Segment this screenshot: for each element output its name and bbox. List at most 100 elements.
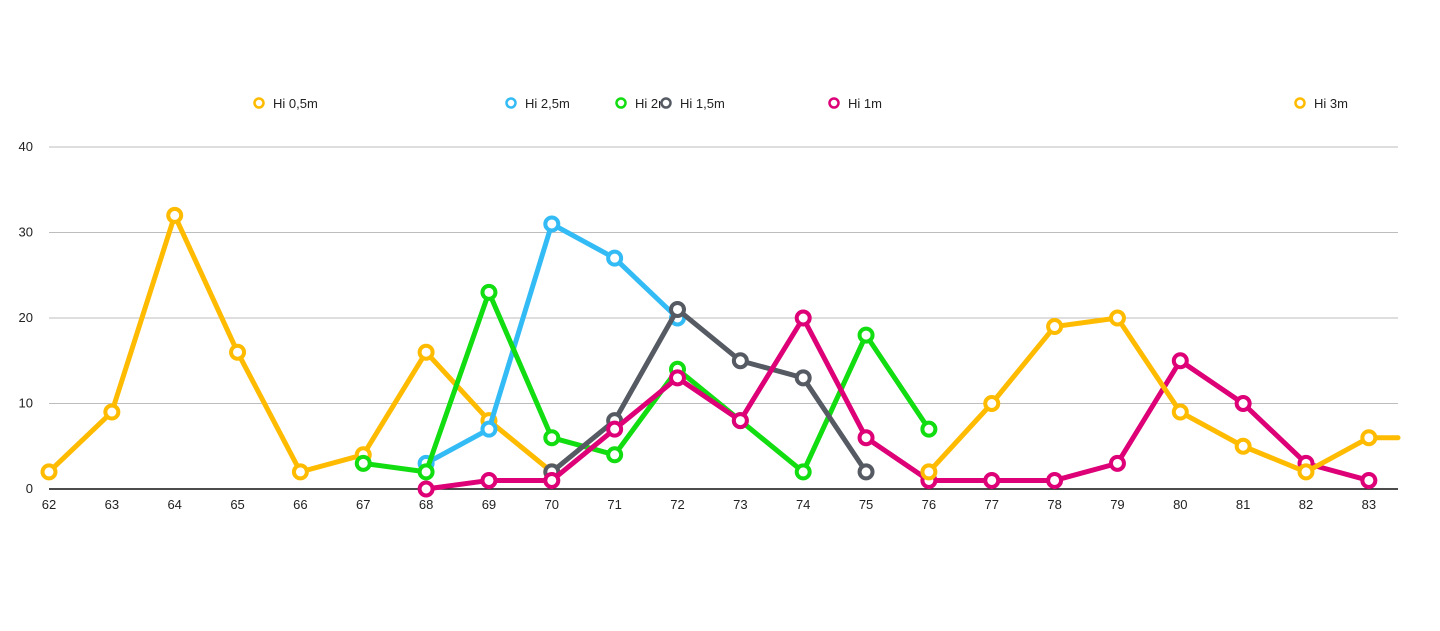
y-tick-label: 30 [19, 225, 33, 240]
data-point [606, 249, 624, 267]
data-point [669, 369, 686, 387]
x-tick-label: 79 [1110, 497, 1124, 512]
x-tick-label: 80 [1173, 497, 1187, 512]
data-point [543, 471, 561, 489]
series-0 [40, 206, 561, 481]
series-line [549, 306, 869, 475]
legend-marker [615, 97, 627, 109]
data-point [731, 352, 749, 370]
series-line [926, 315, 1401, 475]
legend-marker [1294, 97, 1306, 109]
data-point [480, 420, 498, 438]
data-point [480, 283, 498, 301]
series-4 [417, 309, 1378, 498]
data-point [1360, 429, 1378, 447]
data-point [480, 471, 498, 489]
data-point [1171, 352, 1189, 370]
x-tick-label: 78 [1047, 497, 1061, 512]
legend-item: Hi 2m [615, 96, 669, 111]
legend-item: Hi 2,5m [505, 96, 570, 111]
legend-label: Hi 2m [635, 96, 669, 111]
x-tick-label: 74 [796, 497, 810, 512]
series-3 [543, 300, 875, 481]
y-axis-ticks: 0 10 20 30 40 [19, 139, 33, 496]
data-point [166, 206, 184, 224]
legend-label: Hi 1,5m [680, 96, 725, 111]
data-point [1108, 309, 1126, 327]
legend-marker [660, 97, 672, 109]
x-tick-label: 72 [670, 497, 684, 512]
series-group [40, 206, 1401, 498]
series-line [423, 315, 1372, 492]
data-point [920, 463, 938, 481]
x-tick-label: 65 [230, 497, 244, 512]
x-tick-label: 71 [607, 497, 621, 512]
data-point [1234, 437, 1252, 455]
legend-item: Hi 3m [1294, 96, 1348, 111]
data-point [857, 326, 875, 344]
legend-marker [253, 97, 265, 109]
data-point [857, 463, 875, 481]
x-tick-label: 83 [1362, 497, 1376, 512]
x-axis: 62 63 64 65 66 67 68 69 70 71 72 73 74 75 76 77 78 79 80 81… [42, 488, 1398, 512]
x-tick-label: 73 [733, 497, 747, 512]
data-point [920, 420, 938, 438]
data-point [1360, 471, 1378, 489]
legend: Hi 0,5m Hi 2,5m Hi 2m Hi 1,5m Hi 1m Hi 3m [253, 96, 1348, 111]
data-point [1297, 463, 1315, 481]
x-tick-label: 69 [482, 497, 496, 512]
x-tick-label: 76 [922, 497, 936, 512]
x-tick-label: 63 [105, 497, 119, 512]
data-point [794, 369, 812, 387]
data-point [606, 420, 624, 438]
legend-label: Hi 1m [848, 96, 882, 111]
data-point [229, 343, 247, 361]
legend-marker [828, 97, 840, 109]
x-tick-label: 75 [859, 497, 873, 512]
data-point [669, 300, 686, 318]
x-tick-label: 81 [1236, 497, 1250, 512]
series-line [423, 221, 680, 466]
x-tick-label: 67 [356, 497, 370, 512]
x-tick-label: 77 [985, 497, 999, 512]
data-point [1171, 403, 1189, 421]
data-point [1234, 395, 1252, 412]
data-point [1108, 454, 1126, 472]
data-point [983, 471, 1001, 489]
data-point [794, 309, 812, 327]
grid-lines [49, 146, 1398, 404]
data-point [40, 463, 58, 481]
data-point [291, 463, 309, 481]
data-point [354, 454, 372, 472]
data-point [543, 429, 561, 447]
legend-item: Hi 0,5m [253, 96, 318, 111]
x-tick-label: 82 [1299, 497, 1313, 512]
data-point [417, 480, 435, 498]
y-tick-label: 10 [19, 396, 33, 411]
legend-marker [505, 97, 517, 109]
data-point [983, 395, 1001, 412]
x-tick-label: 64 [167, 497, 181, 512]
y-tick-label: 0 [26, 481, 33, 496]
data-point [857, 429, 875, 447]
data-point [606, 446, 624, 464]
series-5 [920, 309, 1401, 481]
data-point [794, 463, 812, 481]
x-tick-label: 66 [293, 497, 307, 512]
x-tick-label: 62 [42, 497, 56, 512]
data-point [543, 215, 561, 233]
y-tick-label: 40 [19, 139, 33, 154]
legend-label: Hi 0,5m [273, 96, 318, 111]
data-point [417, 463, 435, 481]
legend-label: Hi 2,5m [525, 96, 570, 111]
data-point [1046, 318, 1064, 336]
series-line [360, 289, 932, 475]
data-point [103, 403, 121, 421]
data-point [417, 343, 435, 361]
x-tick-label: 70 [545, 497, 559, 512]
data-point [1046, 471, 1064, 489]
x-tick-label: 68 [419, 497, 433, 512]
data-point [731, 412, 749, 430]
legend-label: Hi 3m [1314, 96, 1348, 111]
